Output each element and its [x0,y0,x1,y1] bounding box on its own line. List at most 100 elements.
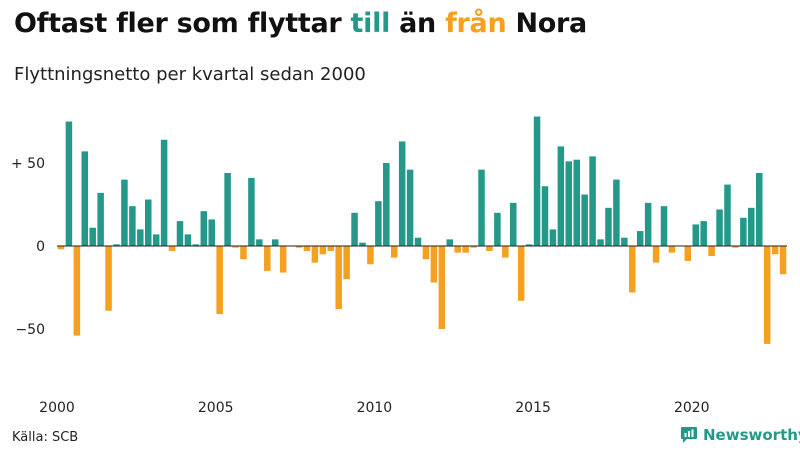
bar-positive [549,229,557,246]
bar-positive [152,234,160,246]
bar-negative [240,246,247,260]
bar-chart: + 50 0 −50 2000 2005 2010 2015 2020 [11,116,787,416]
bar-positive [184,234,192,246]
bar-positive [597,239,604,246]
bar-negative [684,246,692,261]
bar-positive [176,221,184,246]
bar-negative [771,246,779,255]
bar-positive [605,207,612,246]
bar-negative [343,246,350,280]
bar-positive [224,172,231,246]
bar-negative [73,246,81,336]
title-part-1: Oftast fler som flyttar [14,8,351,39]
bar-negative [319,246,327,255]
bar-positive [478,169,485,246]
bar-positive [700,221,707,246]
bar-positive [541,186,549,246]
bar-negative [629,246,636,293]
bar-negative [430,246,438,283]
bar-positive [644,202,652,246]
bar-positive [660,206,668,246]
newsworthy-logo-icon [681,427,697,443]
bar-positive [145,199,152,246]
bar-negative [462,246,469,253]
bar-negative [57,246,65,250]
bar-negative [517,246,525,301]
bar-negative [502,246,509,258]
bar-positive [414,237,422,246]
bar-positive [581,194,588,246]
bar-negative [470,246,477,248]
bar-positive [89,227,96,246]
bar-negative [708,246,715,256]
title-highlight-till: till [350,8,391,39]
bar-negative [295,246,303,248]
bar-positive [533,116,541,247]
bar-negative [390,246,398,258]
bar-negative [779,246,787,275]
bar-negative [327,246,335,251]
chart-title: Oftast fler som flyttar till än från Nor… [14,8,587,39]
bar-positive [755,172,763,246]
brand-name: Newsworthy [703,426,800,444]
bar-positive [446,239,454,246]
bar-positive [113,244,120,246]
bar-positive [97,192,104,246]
bar-positive [375,201,382,246]
chart-subtitle: Flyttningsnetto per kvartal sedan 2000 [14,64,366,85]
bar-negative [732,246,739,248]
x-tick-label: 2000 [39,400,75,416]
bar-negative [216,246,223,315]
bar-positive [121,179,128,246]
bar-positive [716,209,723,246]
title-highlight-fran: från [445,8,507,39]
bar-negative [335,246,342,310]
bar-positive [248,177,255,246]
bar-positive [494,212,501,246]
bar-positive [613,179,620,246]
bar-negative [763,246,771,344]
bar-negative [454,246,461,253]
bar-positive [192,244,200,246]
bar-positive [271,239,279,246]
x-tick-label: 2020 [674,400,710,416]
bar-negative [438,246,446,329]
bar-negative [652,246,660,263]
bar-negative [367,246,374,265]
bar-positive [748,207,755,246]
bar-positive [589,156,596,246]
bar-positive [636,231,644,246]
bar-positive [565,161,573,246]
newsworthy-brand: Newsworthy [680,426,800,444]
bar-positive [383,163,390,246]
bar-positive [359,242,366,246]
bar-positive [740,217,747,246]
bar-negative [311,246,319,263]
bar-positive [398,141,406,246]
bar-positive [724,184,731,246]
bar-positive [200,211,208,246]
y-tick-label: + 50 [11,156,45,172]
bar-positive [160,139,168,246]
bar-positive [525,244,533,246]
bar-positive [65,121,73,246]
bar-positive [621,237,628,246]
bar-negative [303,246,311,251]
y-tick-label: 0 [36,239,45,255]
x-tick-label: 2015 [515,400,551,416]
bar-positive [81,151,89,246]
x-tick-label: 2005 [198,400,234,416]
bar-negative [168,246,176,251]
title-part-3: Nora [506,8,587,39]
bar-positive [208,219,215,246]
y-tick-label: −50 [15,322,45,338]
title-part-2: än [390,8,446,39]
bar-positive [510,202,517,246]
bar-negative [232,246,239,248]
bar-positive [137,229,144,246]
x-tick-label: 2010 [357,400,393,416]
bar-negative [264,246,271,271]
bar-positive [351,212,358,246]
bar-positive [692,224,700,246]
bar-negative [668,246,676,253]
